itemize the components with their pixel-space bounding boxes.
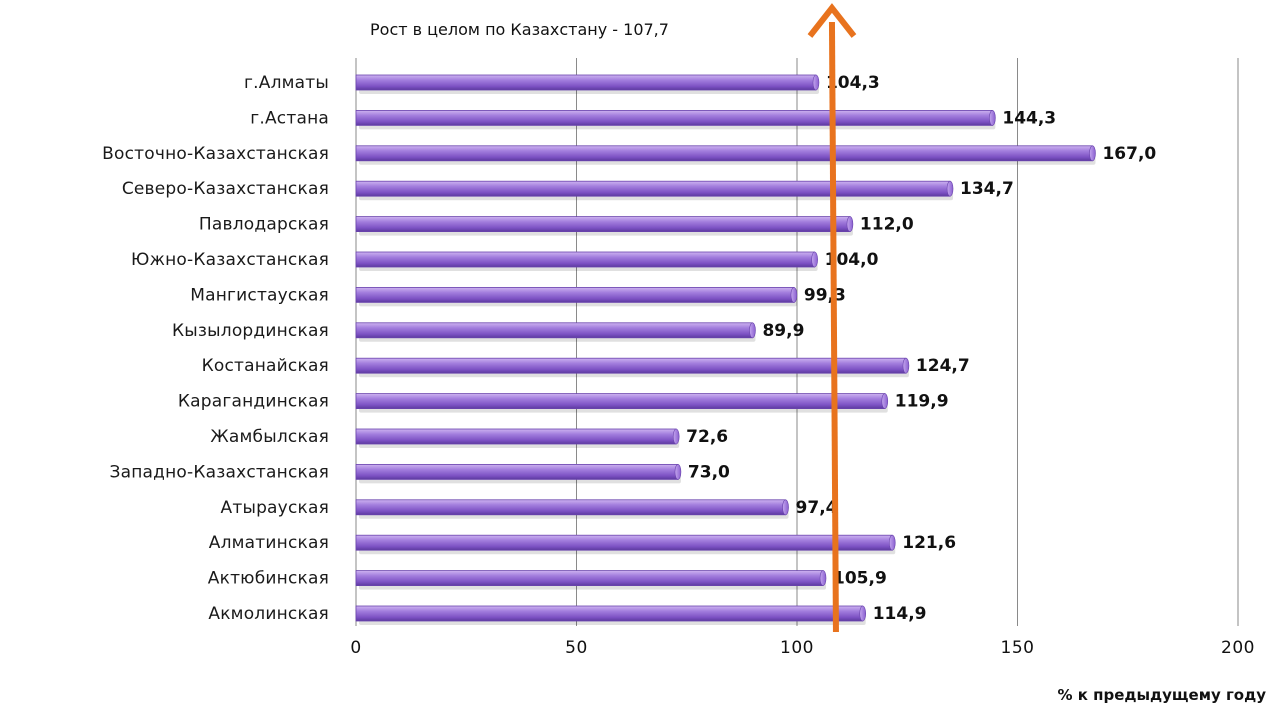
bar-8	[355, 357, 910, 378]
bar-cap	[819, 570, 827, 586]
bar-7	[355, 322, 756, 342]
value-label-15: 114,9	[873, 604, 927, 624]
bar-body	[355, 428, 677, 445]
bar-4	[355, 216, 854, 236]
category-label-14: Актюбинская	[208, 569, 329, 589]
value-label-6: 99,3	[804, 285, 846, 305]
bar-cap	[846, 216, 854, 232]
category-label-15: Акмолинская	[208, 604, 329, 624]
value-label-13: 121,6	[902, 533, 956, 553]
x-tick-label-4: 200	[1221, 638, 1255, 658]
x-tick-label-0: 0	[350, 638, 361, 658]
bar-body	[355, 74, 817, 91]
bar-9	[355, 393, 889, 413]
bar-body	[355, 322, 753, 339]
bar-5	[355, 251, 818, 271]
value-label-9: 119,9	[895, 392, 949, 412]
bar-0	[355, 74, 820, 94]
category-label-13: Алматинская	[209, 533, 329, 553]
bar-cap	[672, 428, 680, 445]
value-label-10: 72,6	[686, 427, 728, 447]
value-label-8: 124,7	[916, 356, 970, 376]
value-label-14: 105,9	[833, 569, 887, 589]
category-label-8: Костанайская	[202, 356, 329, 376]
bar-body	[355, 110, 993, 126]
bar-10	[355, 428, 680, 448]
category-label-1: г.Астана	[250, 108, 329, 128]
bar-body	[355, 463, 679, 480]
category-label-12: Атырауская	[221, 498, 329, 518]
value-label-4: 112,0	[860, 215, 914, 235]
bar-2	[355, 145, 1096, 165]
bars	[355, 74, 1096, 625]
bar-body	[355, 357, 907, 374]
value-label-12: 97,4	[796, 498, 838, 518]
bar-cap	[749, 322, 756, 339]
category-label-3: Северо-Казахстанская	[122, 179, 329, 199]
bar-cap	[1089, 145, 1096, 162]
category-label-7: Кызылординская	[172, 321, 329, 341]
bar-14	[355, 570, 827, 590]
value-label-2: 167,0	[1102, 144, 1156, 164]
value-labels: 104,3 144,3 167,0 134,7 112,0 104,0 99,389,9 12…	[686, 73, 1156, 624]
bar-body	[355, 499, 786, 516]
average-arrow	[807, 3, 857, 633]
bar-cap	[859, 605, 867, 622]
bar-3	[355, 180, 954, 201]
category-label-4: Павлодарская	[199, 215, 329, 235]
bar-body	[355, 534, 893, 551]
bar-body	[355, 570, 824, 586]
x-axis-ticks: 0 50 100 150 200	[350, 638, 1255, 658]
category-labels: г.Алматы г.Астана Восточно-Казахстанская Се…	[102, 73, 329, 624]
bar-cap	[782, 499, 789, 516]
annotation-label: Рост в целом по Казахстану - 107,7	[370, 20, 669, 39]
value-label-3: 134,7	[960, 179, 1014, 199]
bar-cap	[989, 110, 996, 126]
category-label-5: Южно-Казахстанская	[131, 250, 329, 270]
bar-13	[355, 534, 896, 555]
bar-body	[355, 393, 886, 410]
value-label-7: 89,9	[762, 321, 804, 341]
arrow-head	[807, 3, 857, 38]
x-tick-label-2: 100	[780, 638, 814, 658]
value-label-1: 144,3	[1002, 108, 1056, 128]
bar-body	[355, 605, 864, 622]
category-label-0: г.Алматы	[244, 73, 329, 93]
x-tick-label-3: 150	[1001, 638, 1035, 658]
bar-cap	[812, 74, 820, 91]
category-label-9: Карагандинская	[178, 392, 329, 412]
bar-12	[355, 499, 789, 519]
bar-body	[355, 251, 816, 268]
category-label-6: Мангистауская	[190, 285, 329, 305]
x-axis-title: % к предыдущему году	[1057, 686, 1266, 704]
bar-1	[355, 110, 996, 130]
bar-body	[355, 286, 795, 303]
bar-cap	[811, 251, 818, 268]
category-label-10: Жамбылская	[210, 427, 329, 447]
x-tick-label-1: 50	[565, 638, 588, 658]
bar-15	[355, 605, 867, 625]
bar-cap	[946, 180, 954, 197]
value-label-0: 104,3	[826, 73, 880, 93]
category-label-11: Западно-Казахстанская	[110, 462, 330, 482]
bar-cap	[790, 287, 798, 303]
bar-11	[355, 463, 682, 484]
category-label-2: Восточно-Казахстанская	[102, 144, 329, 164]
bar-cap	[888, 534, 896, 551]
value-label-5: 104,0	[825, 250, 879, 270]
bar-cap	[902, 357, 910, 374]
bar-6	[355, 286, 798, 307]
value-label-11: 73,0	[688, 462, 730, 482]
arrow-shaft	[828, 21, 839, 633]
bar-body	[355, 145, 1093, 162]
bar-cap	[674, 464, 682, 480]
bar-cap	[881, 393, 889, 409]
bar-body	[355, 216, 851, 233]
bar-body	[355, 180, 951, 197]
